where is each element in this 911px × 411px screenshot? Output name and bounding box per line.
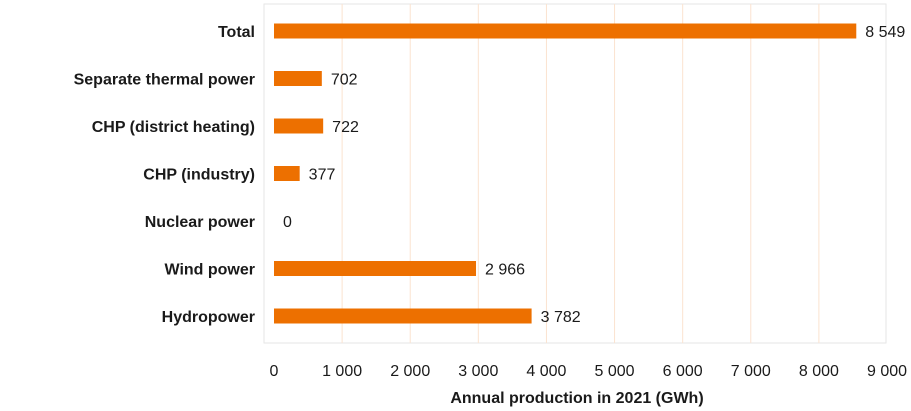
data-label: 702 bbox=[331, 72, 358, 89]
x-tick-label: 8 000 bbox=[799, 363, 839, 380]
x-tick-labels: 0 1 000 2 000 3 000 4 000 5 000 6 000 7 000 8 00… bbox=[270, 363, 908, 380]
bar bbox=[274, 23, 857, 39]
data-label: 2 966 bbox=[485, 262, 525, 279]
category-label: Wind power bbox=[164, 262, 255, 279]
data-label: 0 bbox=[283, 214, 292, 231]
category-label: Hydropower bbox=[162, 309, 255, 326]
bar bbox=[274, 118, 324, 134]
x-tick-label: 9 000 bbox=[867, 363, 907, 380]
bar bbox=[274, 308, 532, 324]
category-label: Nuclear power bbox=[145, 214, 255, 231]
category-labels: Total Separate thermal power CHP (district… bbox=[74, 24, 255, 326]
x-tick-label: 0 bbox=[270, 363, 279, 380]
category-label: CHP (industry) bbox=[143, 167, 255, 184]
x-tick-label: 5 000 bbox=[595, 363, 635, 380]
bar bbox=[274, 166, 300, 181]
data-label: 8 549 bbox=[865, 24, 905, 41]
x-tick-label: 6 000 bbox=[663, 363, 703, 380]
x-tick-label: 3 000 bbox=[458, 363, 498, 380]
category-label: Separate thermal power bbox=[74, 72, 255, 89]
data-labels: 8 549 702 722 377 0 2 966 3 782 bbox=[283, 24, 905, 326]
bar bbox=[274, 71, 322, 86]
category-label: Total bbox=[218, 24, 255, 41]
data-label: 3 782 bbox=[541, 309, 581, 326]
category-label: CHP (district heating) bbox=[92, 119, 255, 136]
bars bbox=[274, 23, 857, 324]
bar bbox=[274, 261, 477, 276]
data-label: 377 bbox=[309, 167, 336, 184]
x-axis-title: Annual production in 2021 (GWh) bbox=[450, 390, 703, 407]
x-tick-label: 4 000 bbox=[526, 363, 566, 380]
plot-area-border bbox=[263, 3, 887, 344]
x-tick-label: 1 000 bbox=[322, 363, 362, 380]
data-label: 722 bbox=[332, 119, 359, 136]
x-tick-label: 2 000 bbox=[390, 363, 430, 380]
x-tick-label: 7 000 bbox=[731, 363, 771, 380]
grid-lines bbox=[341, 4, 820, 343]
